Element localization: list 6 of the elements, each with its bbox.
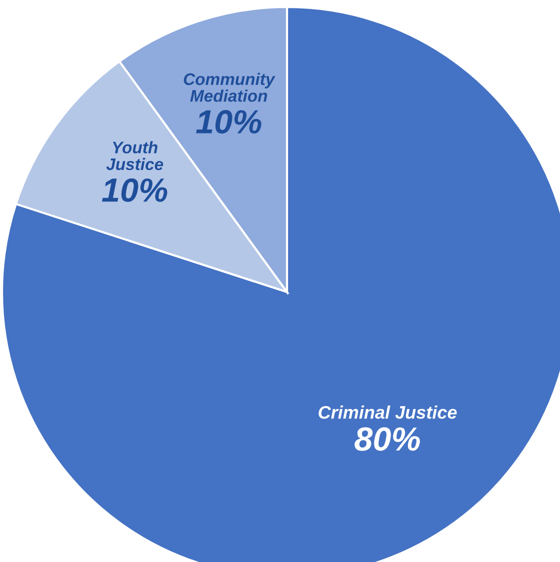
slice-label: Youth Justice [106, 141, 164, 170]
data-label: 10% [102, 178, 168, 202]
slice-label: Community Mediation [184, 72, 276, 102]
slice-label: Criminal Justice [318, 406, 457, 419]
data-label: 80% [354, 427, 420, 451]
data-label: 10% [196, 110, 262, 134]
